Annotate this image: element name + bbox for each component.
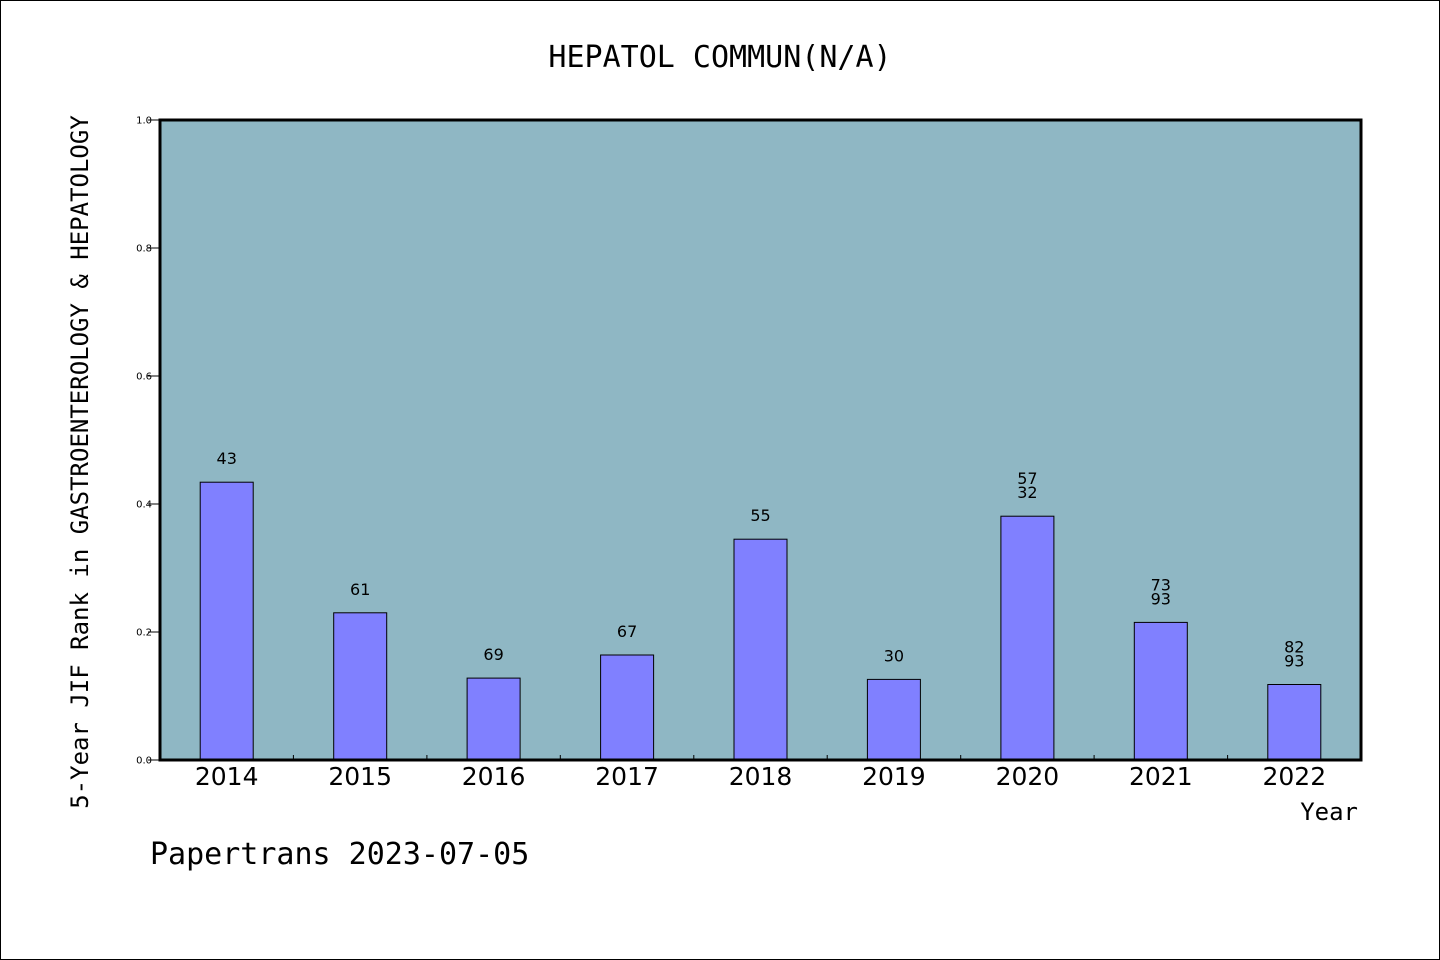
- bar-label-2016: 69: [483, 645, 503, 664]
- bar-label-2022-1: 82: [1284, 638, 1304, 657]
- bar-2015: [333, 612, 388, 761]
- footer-credit: Papertrans 2023-07-05: [150, 837, 529, 872]
- bar-label-2014: 43: [217, 449, 237, 468]
- x-tick-label-2018: 2018: [729, 762, 793, 791]
- x-tick-label-2021: 2021: [1129, 762, 1193, 791]
- x-tick-label-2022: 2022: [1262, 762, 1326, 791]
- x-tick-label-2017: 2017: [595, 762, 659, 791]
- y-axis: 0.0 0.2 0.4 0.6 0.8 1.0: [136, 116, 160, 767]
- bar-label-2020-2: 32: [1017, 483, 1037, 502]
- bar-2020: [1000, 515, 1055, 761]
- x-tick-label-2019: 2019: [862, 762, 926, 791]
- y-tick-label-1.0: 1.0: [136, 116, 152, 127]
- chart-title: HEPATOL COMMUN(N/A): [548, 40, 891, 75]
- bar-label-2021-2: 93: [1151, 589, 1171, 608]
- bar-label-2021-1: 73: [1151, 575, 1171, 594]
- bar-2019: [866, 678, 921, 761]
- x-tick-label-2016: 2016: [462, 762, 526, 791]
- y-tick-label-0.6: 0.6: [136, 372, 152, 383]
- bar-label-2017: 67: [617, 622, 637, 641]
- bar-2018: [733, 538, 788, 761]
- bar-2022: [1267, 684, 1322, 761]
- x-axis-label: Year: [1300, 798, 1358, 826]
- bar-2016: [466, 677, 521, 761]
- y-axis-label: 5-Year JIF Rank in GASTROENTEROLOGY & HE…: [66, 115, 94, 809]
- x-tick-label-2015: 2015: [328, 762, 392, 791]
- x-tick-label-2020: 2020: [996, 762, 1060, 791]
- y-tick-label-0.2: 0.2: [136, 628, 152, 639]
- bar-label-2015: 61: [350, 580, 370, 599]
- bar-2017: [600, 654, 655, 761]
- y-tick-label-0.0: 0.0: [136, 756, 152, 767]
- y-tick-label-0.8: 0.8: [136, 244, 152, 255]
- bar-2014: [199, 481, 254, 761]
- bar-label-2022-2: 93: [1284, 652, 1304, 671]
- x-tick-label-2014: 2014: [195, 762, 259, 791]
- bar-2021: [1133, 621, 1188, 761]
- bar-label-2018: 55: [750, 506, 770, 525]
- x-axis: 2014 2015 2016 2017 2018 2019 2020 2021 2022: [195, 755, 1326, 791]
- bar-label-2019: 30: [884, 646, 904, 665]
- y-tick-label-0.4: 0.4: [136, 500, 152, 511]
- plot-border: [158, 118, 1363, 762]
- bars-group: [199, 481, 1322, 761]
- bar-label-2020-1: 57: [1017, 469, 1037, 488]
